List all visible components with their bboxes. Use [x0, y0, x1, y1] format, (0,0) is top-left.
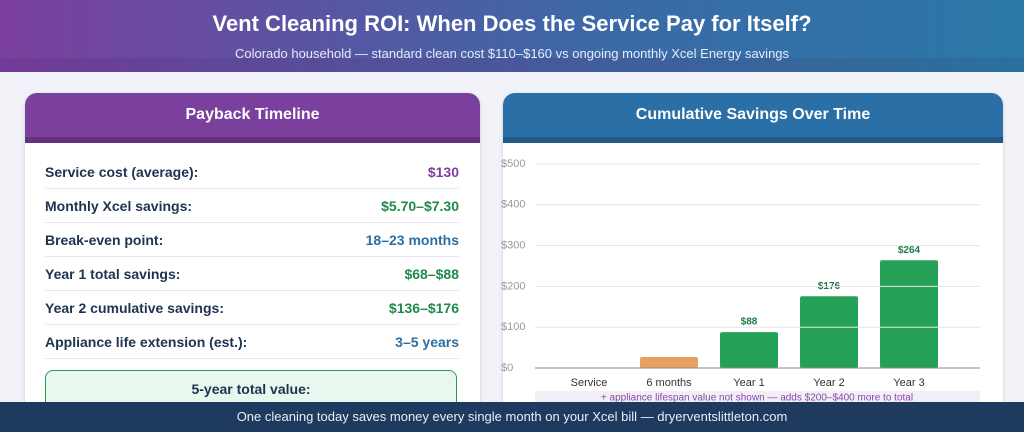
x-tick-label: Year 2 — [813, 377, 844, 389]
row: Monthly Xcel savings: $5.70–$7.30 — [45, 189, 459, 223]
footer: One cleaning today saves money every sin… — [0, 402, 1024, 432]
y-tick-label: $200 — [501, 280, 525, 292]
x-tick-label: Service — [571, 377, 608, 389]
row-label: Year 2 cumulative savings: — [45, 300, 224, 316]
header-strip — [0, 58, 1024, 72]
header — [0, 0, 1024, 72]
chart-title: Cumulative Savings Over Time — [503, 93, 1003, 143]
y-tick-label: $400 — [501, 199, 525, 211]
title: Vent Cleaning ROI: When Does the Service… — [212, 11, 812, 36]
value-label: $88 — [741, 317, 758, 328]
row-label: Monthly Xcel savings: — [45, 198, 193, 214]
row: Service cost (average): $130 — [45, 155, 459, 189]
row: Break-even point: 18–23 months — [45, 223, 459, 257]
bar — [880, 260, 938, 368]
card-title: Payback Timeline — [25, 93, 480, 143]
row: Year 2 cumulative savings: $136–$176 — [45, 291, 459, 325]
row-value: $136–$176 — [388, 300, 459, 316]
note-bg — [535, 391, 980, 403]
y-tick-label: $500 — [501, 158, 525, 170]
row-label: Year 1 total savings: — [45, 266, 181, 282]
x-tick-label: Year 1 — [733, 377, 764, 389]
bar — [720, 332, 778, 368]
value-label: $264 — [898, 245, 921, 256]
row: Year 1 total savings: $68–$88 — [45, 257, 459, 291]
row-value: 18–23 months — [365, 232, 459, 248]
chart-note: + appliance lifespan value not shown — a… — [601, 393, 913, 404]
row: Appliance life extension (est.): 3–5 year… — [45, 325, 459, 359]
bar — [640, 356, 698, 368]
bar — [800, 296, 858, 368]
x-tick-label: Year 3 — [893, 377, 924, 389]
row-value: $68–$88 — [404, 266, 459, 282]
subtitle: Colorado household — standard clean cost… — [234, 46, 790, 61]
row-label: Appliance life extension (est.): — [45, 334, 248, 350]
row-value: 3–5 years — [395, 334, 459, 350]
payback-card: Payback Timeline 5-year total value: Ser… — [25, 93, 480, 432]
y-tick-label: $300 — [501, 240, 525, 252]
y-tick-label: $0 — [501, 362, 513, 374]
y-tick-label: $100 — [501, 321, 525, 333]
row-label: Service cost (average): — [45, 164, 199, 180]
total-label: 5-year total value: — [191, 381, 311, 397]
x-tick-label: 6 months — [646, 377, 692, 389]
row-value: $130 — [427, 164, 459, 180]
row-value: $5.70–$7.30 — [381, 198, 459, 214]
row-label: Break-even point: — [45, 232, 164, 248]
